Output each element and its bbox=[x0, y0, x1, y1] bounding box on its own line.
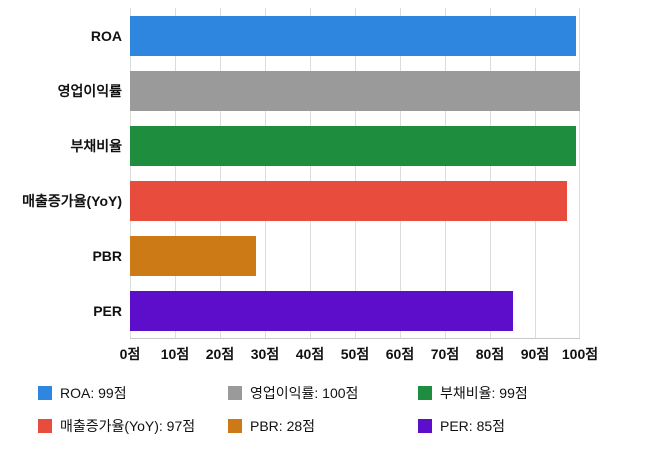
x-axis: 0점 10점 20점 30점 40점 50점 60점 70점 80점 90점 100점 bbox=[120, 344, 598, 364]
gridline bbox=[445, 8, 446, 338]
gridline bbox=[220, 8, 221, 338]
bar bbox=[130, 290, 513, 331]
gridline bbox=[535, 8, 536, 338]
legend-swatch bbox=[38, 419, 52, 433]
legend-label: 영업이익률: 100점 bbox=[250, 385, 359, 401]
gridline bbox=[265, 8, 266, 338]
legend-label: ROA: 99점 bbox=[60, 385, 127, 401]
x-axis-tick-label: 40점 bbox=[295, 346, 325, 362]
plot-area bbox=[130, 8, 580, 339]
gridline bbox=[310, 8, 311, 338]
x-axis-tick-label: 60점 bbox=[385, 346, 415, 362]
category-label: PER bbox=[93, 302, 122, 319]
x-axis-tick-label: 70점 bbox=[430, 346, 460, 362]
category-label: 매출증가율(YoY) bbox=[22, 192, 122, 209]
category-label: 영업이익률 bbox=[57, 82, 122, 99]
x-axis-tick-label: 0점 bbox=[119, 346, 141, 362]
legend-swatch bbox=[38, 386, 52, 400]
gridline bbox=[130, 8, 131, 338]
bar bbox=[130, 15, 576, 56]
x-axis-tick-label: 30점 bbox=[250, 346, 280, 362]
category-label: PBR bbox=[92, 247, 122, 264]
x-axis-tick-label: 90점 bbox=[520, 346, 550, 362]
legend-item: 부채비율: 99점 bbox=[418, 383, 638, 403]
gridline bbox=[400, 8, 401, 338]
category-label: ROA bbox=[90, 27, 122, 44]
bar bbox=[130, 235, 256, 276]
legend-item: 매출증가율(YoY): 97점 bbox=[38, 416, 228, 436]
bar bbox=[130, 180, 567, 221]
x-axis-tick-label: 80점 bbox=[475, 346, 505, 362]
legend-swatch bbox=[228, 419, 242, 433]
x-axis-tick-label: 10점 bbox=[160, 346, 190, 362]
legend-item: 영업이익률: 100점 bbox=[228, 383, 418, 403]
legend-item: PBR: 28점 bbox=[228, 416, 418, 436]
gridline bbox=[175, 8, 176, 338]
bar bbox=[130, 125, 576, 166]
legend-swatch bbox=[418, 419, 432, 433]
bar bbox=[130, 70, 580, 111]
gridline bbox=[490, 8, 491, 338]
x-axis-tick-label: 100점 bbox=[561, 346, 599, 362]
category-label: 부채비율 bbox=[70, 137, 122, 154]
legend-item: PER: 85점 bbox=[418, 416, 638, 436]
x-axis-tick-label: 20점 bbox=[205, 346, 235, 362]
legend-label: 부채비율: 99점 bbox=[440, 385, 528, 401]
legend-label: PBR: 28점 bbox=[250, 418, 316, 434]
gridline bbox=[355, 8, 356, 338]
gridline bbox=[579, 8, 580, 338]
legend-item: ROA: 99점 bbox=[38, 383, 228, 403]
legend-swatch bbox=[418, 386, 432, 400]
legend-label: 매출증가율(YoY): 97점 bbox=[60, 418, 196, 434]
legend-swatch bbox=[228, 386, 242, 400]
legend-label: PER: 85점 bbox=[440, 418, 506, 434]
x-axis-tick-label: 50점 bbox=[340, 346, 370, 362]
